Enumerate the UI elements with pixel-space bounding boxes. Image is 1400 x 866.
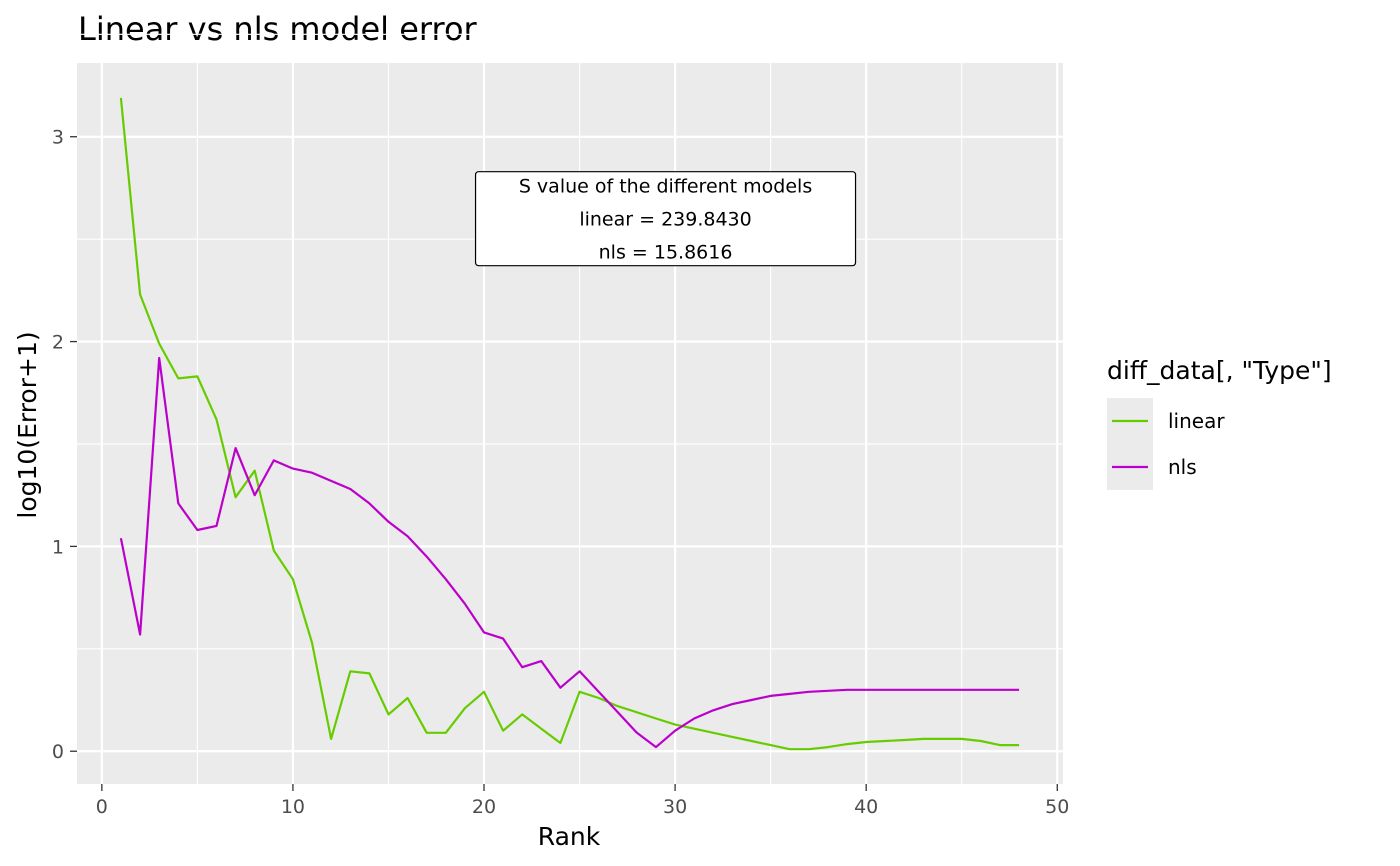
legend-title: diff_data[, "Type"] (1107, 356, 1332, 385)
x-tick-label: 50 (1045, 796, 1069, 818)
legend-label-linear: linear (1168, 409, 1225, 433)
annotation-line: nls = 15.8616 (599, 242, 733, 264)
annotation-line: S value of the different models (519, 176, 812, 198)
chart-title: Linear vs nls model error (78, 10, 478, 48)
annotation-line: linear = 239.8430 (579, 209, 751, 231)
grid-major-lines (77, 63, 1063, 784)
legend: diff_data[, "Type"] linear nls (1107, 356, 1332, 490)
x-axis: 0 10 20 30 40 50 (96, 784, 1069, 818)
x-axis-title: Rank (538, 822, 601, 851)
y-axis-title: log10(Error+1) (13, 331, 42, 518)
plot-panel: S value of the different models linear = … (77, 33, 1063, 784)
y-tick-label: 0 (52, 741, 64, 763)
x-tick-label: 10 (281, 796, 305, 818)
series-lines (119, 97, 1020, 751)
y-tick-label: 1 (52, 536, 64, 558)
annotation-background (474, 171, 857, 267)
series-line-linear (119, 97, 1020, 751)
annotation-box: S value of the different models linear = … (474, 171, 857, 267)
legend-label-nls: nls (1168, 455, 1197, 479)
x-tick-label: 40 (854, 796, 878, 818)
y-tick-label: 2 (52, 332, 64, 354)
x-tick-label: 30 (663, 796, 687, 818)
x-tick-label: 0 (96, 796, 108, 818)
y-axis: 0 1 2 3 (52, 127, 77, 763)
series-line-nls (119, 356, 1020, 749)
legend-items: linear nls (1107, 398, 1225, 490)
y-tick-label: 3 (52, 127, 64, 149)
x-tick-label: 20 (472, 796, 496, 818)
